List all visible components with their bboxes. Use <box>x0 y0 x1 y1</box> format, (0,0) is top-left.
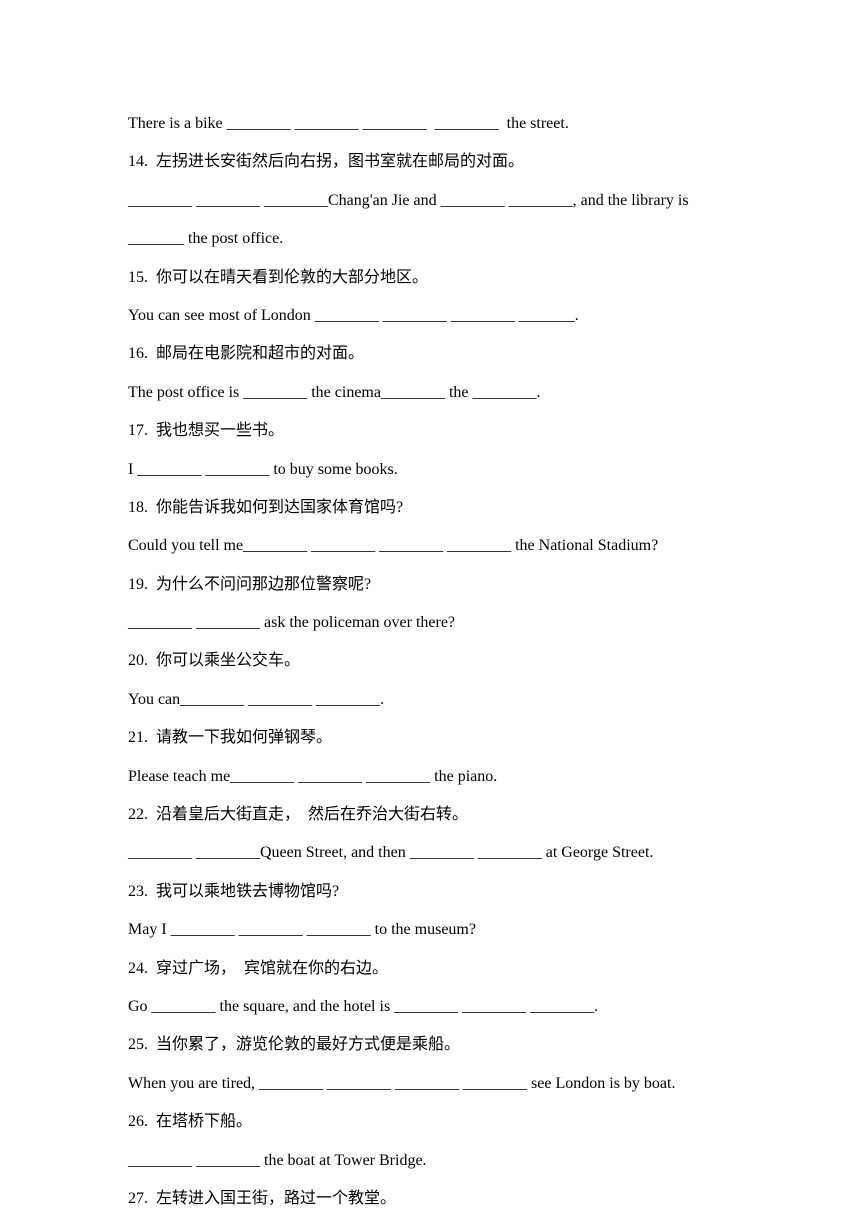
worksheet-line: 23. 我可以乘地铁去博物馆吗? <box>128 873 745 911</box>
worksheet-line: 17. 我也想买一些书。 <box>128 412 745 450</box>
worksheet-line: 24. 穿过广场， 宾馆就在你的右边。 <box>128 950 745 988</box>
worksheet-line: 18. 你能告诉我如何到达国家体育馆吗? <box>128 489 745 527</box>
worksheet-line: ________ ________ ________Chang'an Jie a… <box>128 182 745 259</box>
worksheet-line: May I ________ ________ ________ to the … <box>128 911 745 949</box>
worksheet-line: ________ ________ the boat at Tower Brid… <box>128 1142 745 1180</box>
worksheet-line: You can see most of London ________ ____… <box>128 297 745 335</box>
worksheet-line: Go ________ the square, and the hotel is… <box>128 988 745 1026</box>
worksheet-line: 14. 左拐进长安街然后向右拐，图书室就在邮局的对面。 <box>128 143 745 181</box>
worksheet-line: 15. 你可以在晴天看到伦敦的大部分地区。 <box>128 259 745 297</box>
worksheet-line: There is a bike ________ ________ ______… <box>128 105 745 143</box>
worksheet-line: 19. 为什么不问问那边那位警察呢? <box>128 566 745 604</box>
worksheet-line: You can________ ________ ________. <box>128 681 745 719</box>
worksheet-line: 22. 沿着皇后大街直走， 然后在乔治大街右转。 <box>128 796 745 834</box>
worksheet-line: ________ ________Queen Street, and then … <box>128 834 745 872</box>
worksheet-line: 26. 在塔桥下船。 <box>128 1103 745 1141</box>
worksheet-line: 16. 邮局在电影院和超市的对面。 <box>128 335 745 373</box>
worksheet-line: 25. 当你累了，游览伦敦的最好方式便是乘船。 <box>128 1026 745 1064</box>
worksheet-line: Please teach me________ ________ _______… <box>128 758 745 796</box>
worksheet-line: I ________ ________ to buy some books. <box>128 451 745 489</box>
worksheet-line: ________ ________ ask the policeman over… <box>128 604 745 642</box>
worksheet-line: Could you tell me________ ________ _____… <box>128 527 745 565</box>
worksheet-line: The post office is ________ the cinema__… <box>128 374 745 412</box>
worksheet-line: 20. 你可以乘坐公交车。 <box>128 642 745 680</box>
worksheet-line: 21. 请教一下我如何弹钢琴。 <box>128 719 745 757</box>
worksheet-line: 27. 左转进入国王街，路过一个教堂。 <box>128 1180 745 1218</box>
worksheet-line: When you are tired, ________ ________ __… <box>128 1065 745 1103</box>
